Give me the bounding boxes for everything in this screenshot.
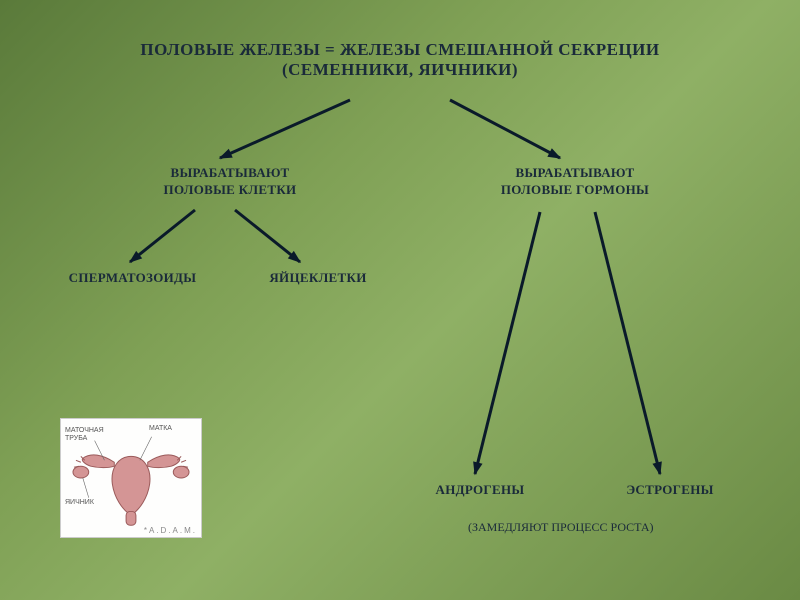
anat-credit: *A.D.A.M. <box>144 526 197 535</box>
anat-label-uterus: Матка <box>149 425 172 432</box>
anatomy-inset: Маточная труба Матка Яичник *A.D.A.M. <box>60 418 202 538</box>
anat-label-tube: Маточная труба <box>65 427 113 442</box>
anat-label-ovary: Яичник <box>65 499 94 506</box>
